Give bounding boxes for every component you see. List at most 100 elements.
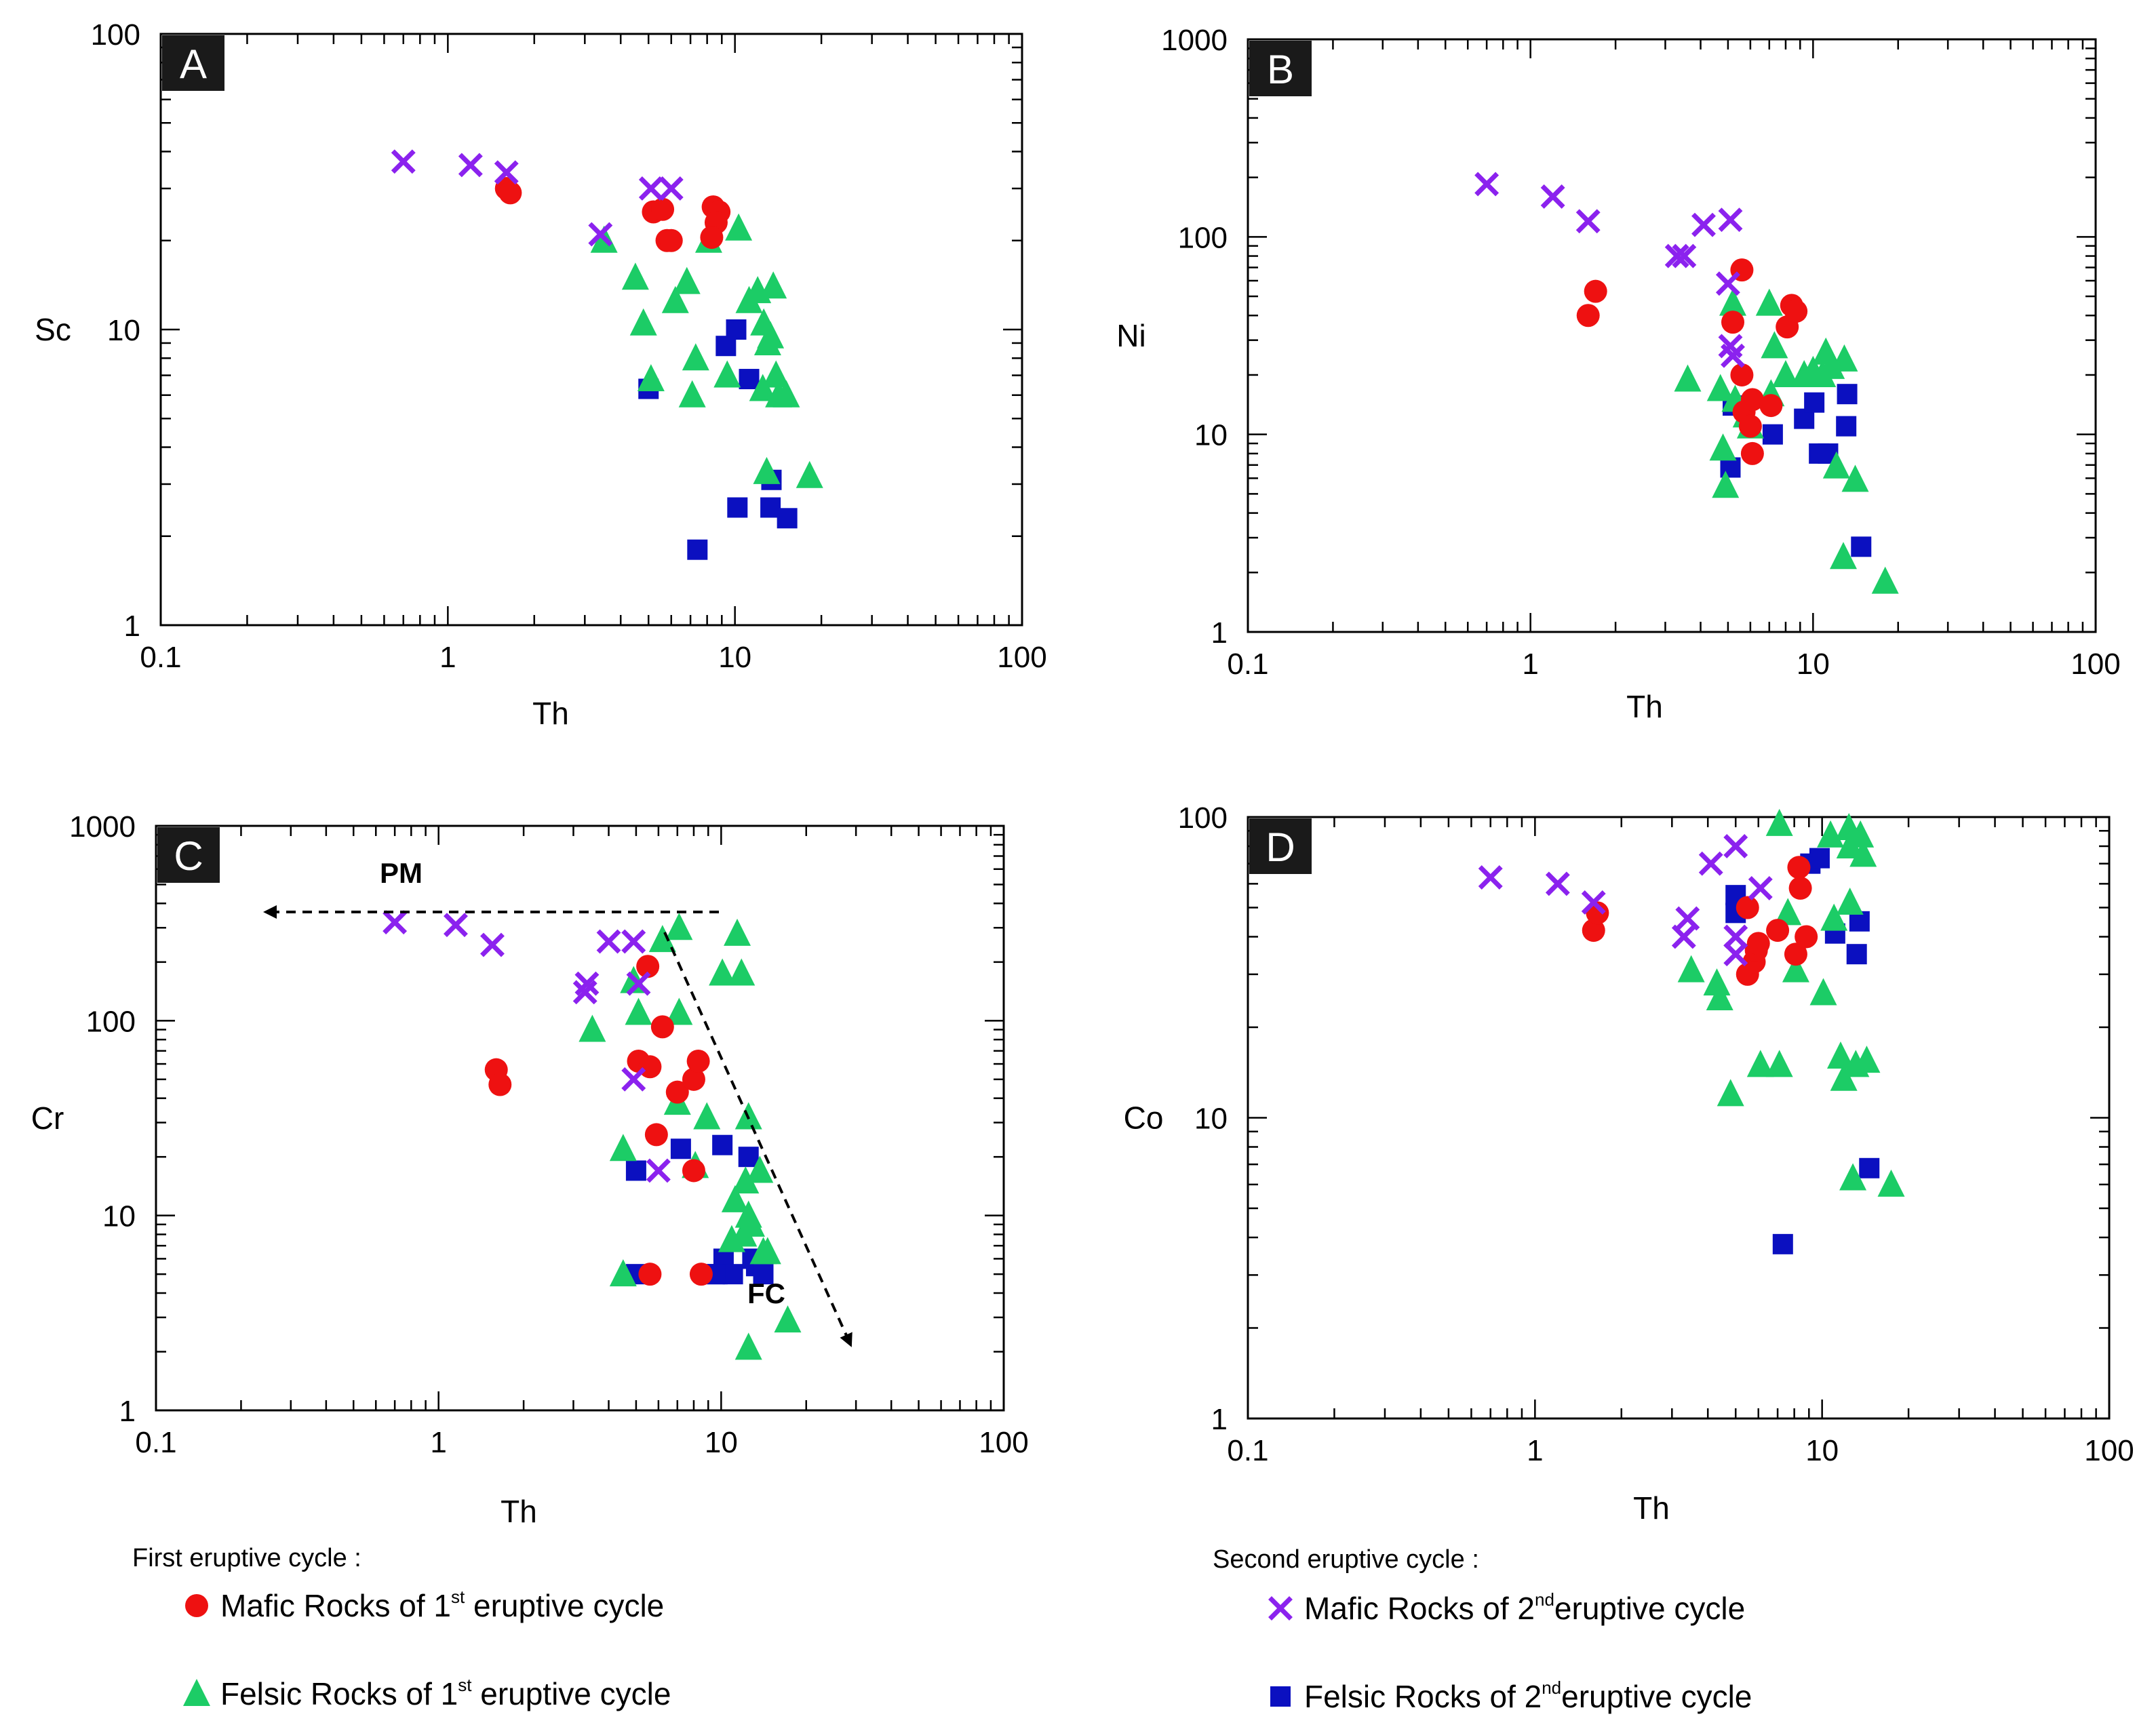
- data-point-felsic1: [1817, 820, 1845, 848]
- data-point-felsic1: [665, 997, 693, 1025]
- data-point-felsic1: [1717, 1079, 1744, 1107]
- plot-frame: [1247, 38, 2097, 633]
- data-point-felsic1: [1761, 331, 1788, 359]
- data-point-felsic2: [753, 1264, 774, 1285]
- legend-marker-mafic2: [1268, 1596, 1293, 1621]
- data-point-felsic1: [725, 213, 753, 241]
- data-point-mafic1: [682, 1067, 705, 1091]
- data-point-mafic2: [659, 176, 684, 201]
- data-point-felsic1: [709, 958, 737, 986]
- data-point-felsic1: [1849, 839, 1877, 867]
- x-axis-title: Th: [501, 1494, 537, 1529]
- panel-letter: A: [180, 41, 207, 87]
- panel-letter-box: [1249, 41, 1312, 96]
- x-tick-label: 1: [1527, 1434, 1543, 1467]
- data-point-mafic2: [596, 929, 621, 954]
- data-point-mafic2: [383, 910, 408, 935]
- data-point-felsic1: [713, 360, 741, 388]
- data-point-mafic1: [650, 1015, 674, 1039]
- x-tick-label: 10: [1805, 1434, 1839, 1467]
- data-point-mafic2: [1675, 906, 1700, 931]
- x-tick-label: 10: [1797, 648, 1830, 681]
- data-point-mafic2: [1698, 851, 1723, 876]
- data-point-felsic1: [1719, 288, 1747, 316]
- data-point-mafic1: [1721, 311, 1745, 334]
- data-point-felsic1: [682, 343, 709, 371]
- x-tick-label: 100: [2084, 1434, 2134, 1467]
- data-point-felsic1: [1771, 359, 1799, 387]
- data-point-mafic1: [638, 1055, 662, 1079]
- data-point-felsic1: [757, 321, 785, 349]
- data-point-felsic1: [629, 308, 657, 336]
- data-point-felsic1: [693, 1102, 721, 1130]
- data-point-mafic1: [1759, 394, 1783, 418]
- data-point-mafic1: [498, 181, 522, 205]
- tick-marks: [159, 34, 1022, 627]
- y-axis-title: Co: [1124, 1100, 1164, 1136]
- data-point-felsic1: [1755, 288, 1783, 316]
- y-tick-label: 1: [1211, 616, 1228, 650]
- series-mafic1: [494, 176, 731, 252]
- data-point-felsic1: [1836, 887, 1864, 915]
- data-point-mafic2: [480, 932, 505, 957]
- data-point-mafic2: [1723, 924, 1748, 949]
- data-point-mafic2: [444, 913, 468, 938]
- y-tick-label: 1: [119, 1395, 136, 1428]
- y-tick-label: 1: [124, 610, 140, 643]
- x-tick-label: 100: [979, 1426, 1028, 1459]
- data-point-mafic2: [1474, 172, 1500, 197]
- x-tick-label: 10: [705, 1426, 738, 1459]
- legend-label: Mafic Rocks of 1st eruptive cycle: [220, 1587, 664, 1623]
- data-point-felsic1: [1841, 464, 1869, 492]
- data-point-felsic1: [1818, 351, 1845, 379]
- data-point-mafic1: [644, 1123, 668, 1147]
- legend-label: Felsic Rocks of 1st eruptive cycle: [220, 1675, 671, 1711]
- series-felsic2: [638, 319, 798, 560]
- y-tick-label: 100: [91, 18, 140, 52]
- y-axis-title: Cr: [31, 1100, 64, 1136]
- series-felsic1: [1677, 808, 1905, 1197]
- x-tick-label: 10: [718, 641, 751, 674]
- series-mafic1: [1582, 856, 1818, 986]
- data-point-felsic1: [1765, 808, 1793, 836]
- data-point-mafic1: [1576, 304, 1600, 327]
- panel-letter: B: [1267, 47, 1294, 92]
- y-axis-title: Sc: [35, 312, 71, 347]
- data-point-felsic1: [625, 997, 652, 1025]
- data-point-mafic2: [1715, 271, 1740, 296]
- data-point-felsic1: [1706, 983, 1733, 1011]
- legend-item-mafic1: Mafic Rocks of 1st eruptive cycle: [185, 1587, 664, 1623]
- legend-item-felsic2: Felsic Rocks of 2nderuptive cycle: [1270, 1678, 1752, 1714]
- series-mafic2: [391, 149, 684, 247]
- data-point-mafic2: [1540, 184, 1565, 209]
- data-point-felsic1: [753, 1237, 781, 1265]
- tick-marks: [155, 826, 1004, 1412]
- data-point-felsic1: [1830, 344, 1858, 372]
- pm-label: PM: [380, 857, 423, 889]
- panel-letter: C: [174, 833, 203, 879]
- plot-frame: [155, 825, 1005, 1412]
- data-point-felsic1: [1746, 1050, 1774, 1077]
- data-point-mafic1: [1766, 919, 1790, 942]
- data-point-felsic1: [579, 1014, 606, 1042]
- data-point-mafic2: [1671, 924, 1696, 949]
- tick-marks: [1247, 817, 2109, 1420]
- x-tick-label: 0.1: [1227, 1434, 1268, 1467]
- series-mafic2: [1474, 172, 1745, 368]
- data-point-felsic2: [1846, 944, 1867, 965]
- data-point-mafic2: [626, 971, 651, 996]
- data-point-mafic2: [1723, 942, 1748, 967]
- data-point-felsic1: [1706, 374, 1734, 401]
- y-tick-label: 10: [1194, 1103, 1228, 1136]
- data-point-mafic2: [1575, 209, 1601, 234]
- legend-marker-felsic2: [1270, 1686, 1291, 1707]
- legend-item-mafic2: Mafic Rocks of 2nderuptive cycle: [1268, 1589, 1745, 1626]
- data-point-felsic2: [726, 319, 747, 340]
- fc-label: FC: [747, 1277, 785, 1309]
- data-point-felsic1: [728, 958, 756, 986]
- data-point-mafic2: [621, 929, 646, 954]
- series-mafic2: [1478, 834, 1773, 967]
- data-point-felsic1: [1809, 978, 1837, 1006]
- y-tick-label: 10: [107, 314, 140, 347]
